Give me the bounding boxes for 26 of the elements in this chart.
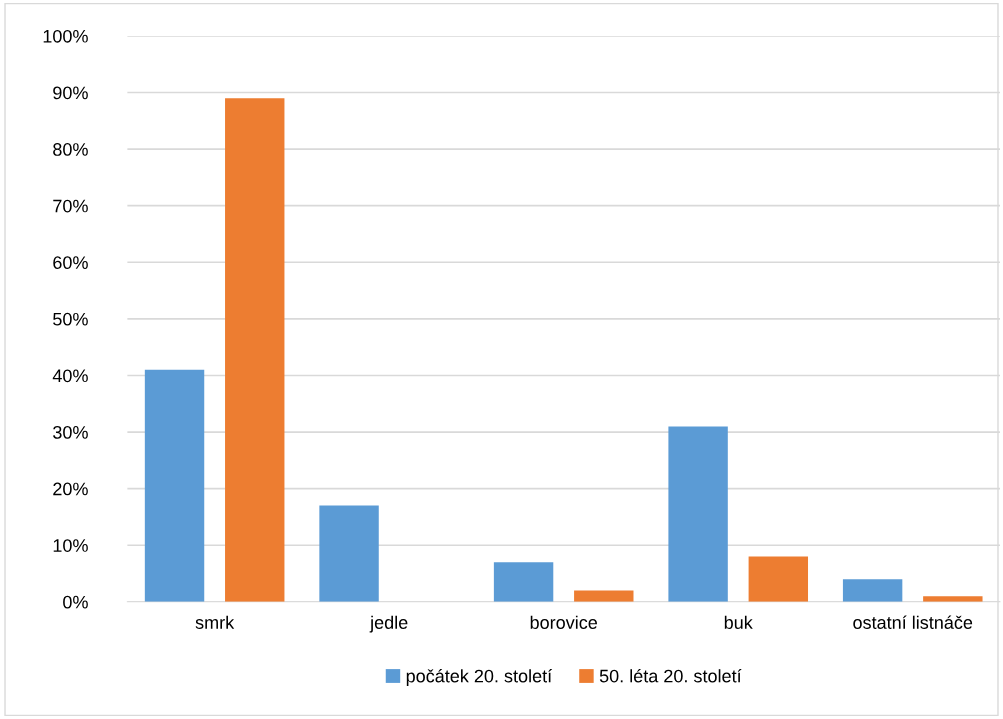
- x-tick-label: ostatní listnáče: [853, 615, 973, 629]
- bar: [842, 579, 903, 602]
- y-tick-label: 70%: [53, 199, 88, 213]
- bar: [574, 590, 634, 602]
- y-tick-label: 40%: [52, 369, 88, 383]
- y-tick-label: 50%: [53, 312, 88, 326]
- x-tick-label: jedle: [369, 615, 408, 633]
- y-tick-label: 100%: [43, 29, 88, 43]
- y-tick-label: 90%: [53, 86, 88, 100]
- y-tick-label: 20%: [53, 482, 88, 496]
- y-tick-label: 10%: [53, 539, 88, 552]
- y-tick-label: 80%: [53, 143, 88, 156]
- bar: [319, 505, 379, 602]
- x-tick-label: borovice: [530, 615, 598, 629]
- y-tick-label: 0%: [63, 595, 88, 609]
- x-tick-label: smrk: [195, 615, 235, 629]
- bar: [668, 426, 728, 602]
- y-tick-label: 30%: [53, 425, 88, 439]
- bar: [493, 562, 554, 602]
- y-tick-label: 60%: [53, 256, 88, 270]
- legend-label: počátek 20. století: [406, 668, 553, 687]
- bar: [225, 98, 285, 602]
- bar: [144, 369, 205, 602]
- bar: [748, 556, 809, 602]
- legend-label: 50. léta 20. století: [599, 668, 742, 683]
- x-tick-label: buk: [724, 615, 753, 629]
